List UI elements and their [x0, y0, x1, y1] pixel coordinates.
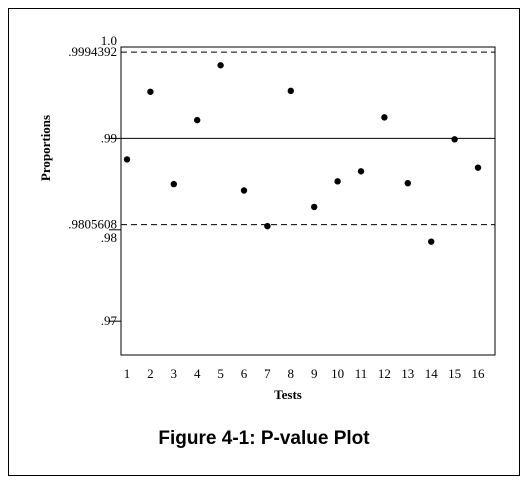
data-point-test-11 [357, 168, 365, 175]
x-tick-label: 9 [311, 366, 318, 381]
data-point-test-10 [334, 178, 341, 185]
data-point-test-7 [264, 222, 271, 230]
reference-line-label: .9994392 [68, 44, 117, 59]
x-tick-label: 2 [147, 366, 154, 381]
data-point-test-1 [123, 156, 131, 163]
data-point-test-12 [381, 114, 388, 121]
data-point-test-16 [474, 164, 482, 171]
data-point-test-8 [287, 87, 294, 95]
x-tick-label: 4 [194, 366, 201, 381]
data-point-test-6 [240, 187, 248, 194]
x-tick-label: 10 [331, 366, 344, 381]
data-point-test-14 [428, 238, 435, 245]
figure-caption: Figure 4-1: P-value Plot [158, 428, 370, 449]
data-point-test-2 [147, 88, 154, 95]
x-tick-label: 13 [401, 366, 414, 381]
x-tick-label: 14 [425, 366, 439, 381]
reference-line-label: .9805608 [68, 217, 117, 232]
data-point-test-3 [170, 180, 177, 188]
x-tick-label: 6 [241, 366, 248, 381]
x-tick-label: 8 [288, 366, 295, 381]
x-tick-label: 1 [124, 366, 131, 381]
data-point-test-9 [311, 203, 318, 211]
plot-area [120, 46, 496, 356]
data-point-test-13 [404, 179, 411, 187]
x-tick-label: 15 [448, 366, 461, 381]
x-tick-label: 16 [472, 366, 486, 381]
data-point-test-15 [451, 136, 458, 143]
y-tick-label: .98 [101, 230, 117, 245]
figure-frame [8, 8, 520, 476]
y-tick-label: 1.0 [101, 33, 117, 48]
x-tick-label: 3 [171, 366, 178, 381]
x-tick-label: 12 [378, 366, 391, 381]
x-axis-title: Tests [274, 387, 302, 402]
y-tick-label: .99 [101, 130, 117, 145]
x-tick-label: 5 [217, 366, 224, 381]
data-point-test-4 [194, 116, 201, 124]
data-point-test-5 [217, 62, 224, 69]
y-axis-title: Proportions [38, 115, 53, 181]
x-tick-label: 7 [264, 366, 271, 381]
y-tick-label: .97 [101, 313, 118, 328]
x-tick-label: 11 [355, 366, 368, 381]
